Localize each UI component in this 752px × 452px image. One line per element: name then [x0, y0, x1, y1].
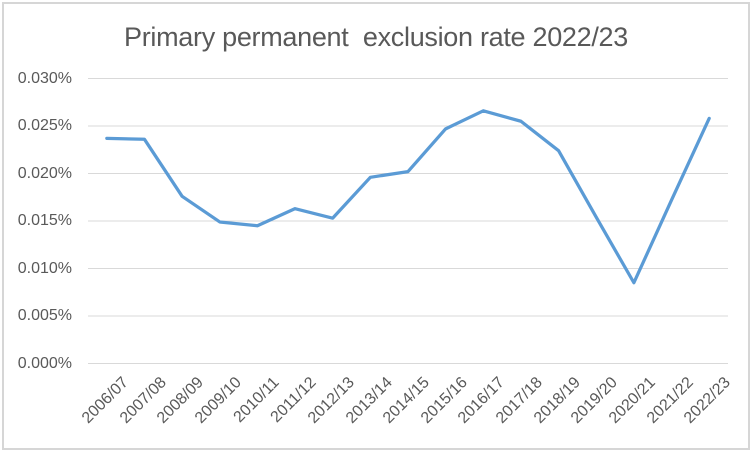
- y-tick-label: 0.005%: [17, 307, 72, 324]
- y-tick-label: 0.025%: [17, 117, 72, 134]
- y-tick-label: 0.000%: [17, 354, 72, 372]
- y-tick-label: 0.030%: [17, 69, 72, 87]
- y-tick-label: 0.020%: [17, 164, 72, 182]
- y-tick-label: 0.010%: [17, 259, 72, 277]
- y-tick-label: 0.015%: [17, 212, 72, 229]
- series-line: [105, 109, 711, 285]
- chart-title: Primary permanent exclusion rate 2022/23: [124, 22, 628, 52]
